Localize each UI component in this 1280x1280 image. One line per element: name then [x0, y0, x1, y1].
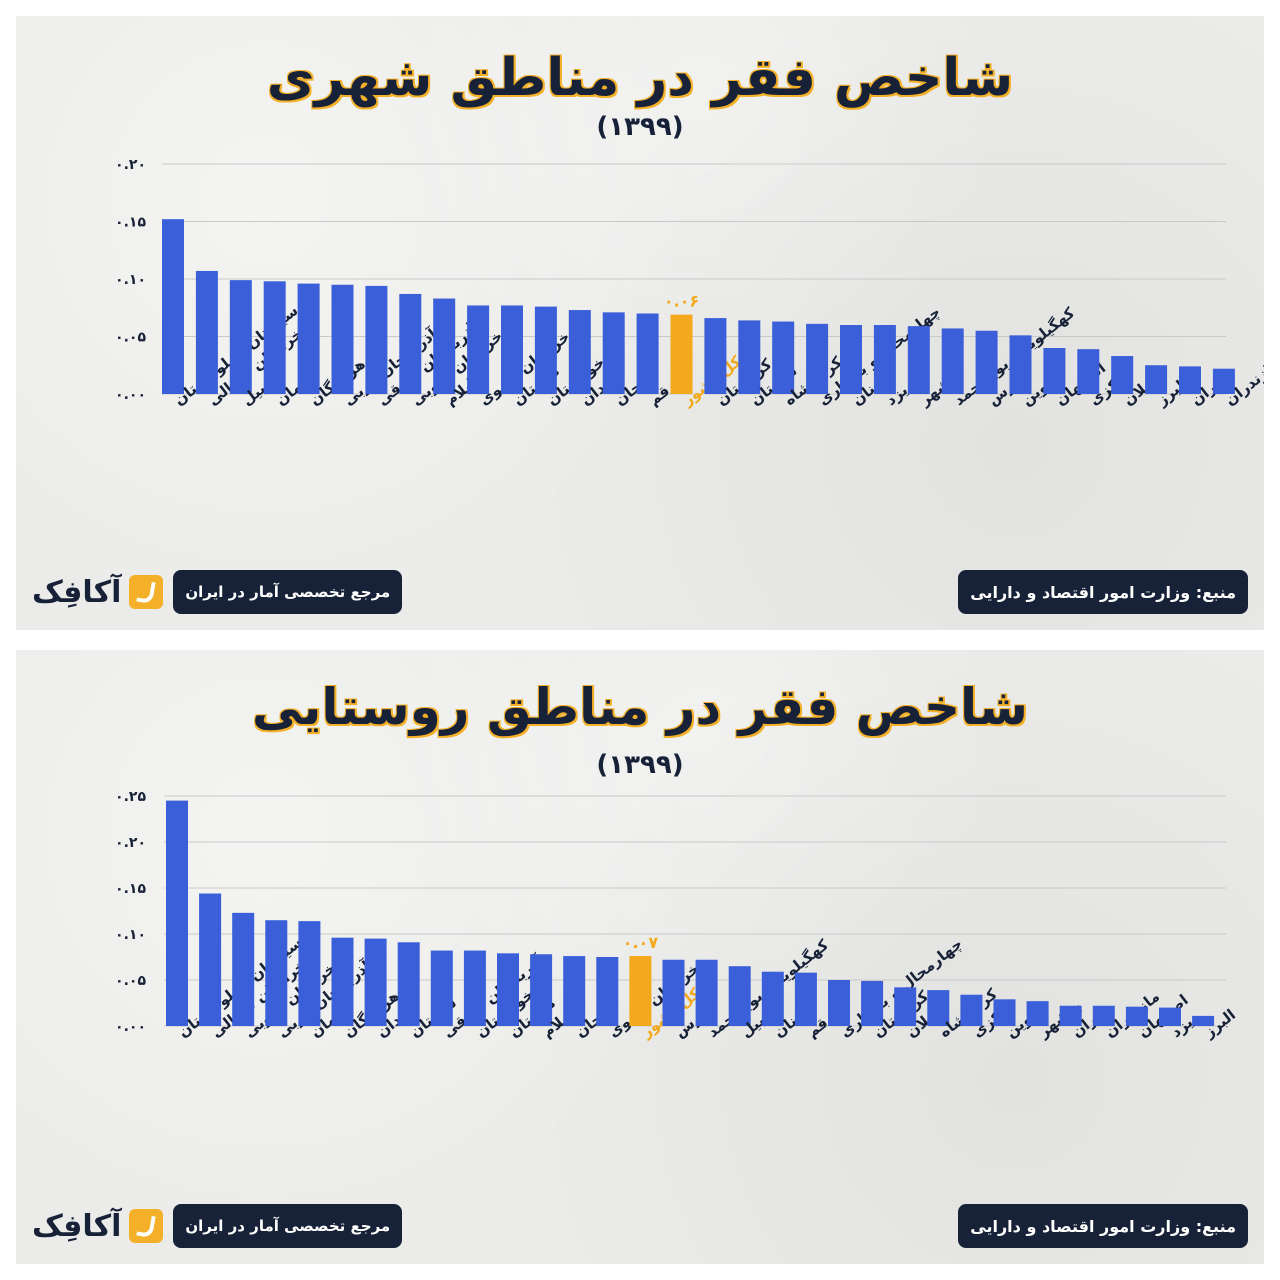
bar: [229, 280, 252, 394]
bar: [1111, 356, 1134, 394]
y-tick-label: ۰.۲۰: [115, 157, 146, 173]
urban-bar-chart: ۰.۰۰۰.۰۵۰.۱۰۰.۱۵۰.۲۰سیستان و بلوچستانخرا…: [115, 157, 1264, 410]
y-tick-label: ۰.۰۵: [115, 973, 146, 989]
bar: [704, 318, 727, 394]
brand-logo: آکافِک: [32, 574, 122, 610]
y-tick-label: ۰.۲۵: [115, 789, 146, 805]
y-tick-label: ۰.۱۵: [115, 881, 146, 897]
y-tick-label: ۰.۱۰: [115, 927, 146, 943]
bar: [695, 959, 718, 1026]
reference-badge: مرجع تخصصی آمار در ایران: [173, 570, 403, 614]
bar: [927, 990, 950, 1026]
bar: [399, 293, 422, 394]
bar: [738, 320, 761, 394]
brand-logo: آکافِک: [32, 1208, 122, 1244]
bar: [840, 325, 862, 394]
bar: [993, 999, 1016, 1026]
bar: [1179, 366, 1201, 394]
bar: [530, 954, 553, 1026]
brand-logo-icon: [129, 575, 164, 609]
bar: [1026, 1001, 1049, 1026]
bar: [806, 323, 829, 394]
bar: [166, 800, 188, 1026]
bar: [761, 971, 784, 1026]
bar: [636, 313, 659, 394]
bar: [975, 330, 998, 394]
bar: [602, 312, 625, 394]
source-badge: منبع: وزارت امور اقتصاد و دارایی: [958, 1204, 1248, 1248]
bar: [662, 959, 685, 1026]
chart-subtitle: (۱۳۹۹): [596, 750, 684, 780]
bar: [433, 298, 456, 394]
bar: [772, 321, 795, 394]
bar: [563, 956, 586, 1026]
y-tick-label: ۰.۱۵: [115, 215, 146, 231]
reference-badge: مرجع تخصصی آمار در ایران: [173, 1204, 403, 1248]
y-tick-label: ۰.۰۰: [115, 1019, 146, 1035]
x-tick-label: البرز: [1200, 1005, 1239, 1041]
bar: [1145, 365, 1168, 394]
bar: [861, 980, 884, 1026]
bar: [794, 972, 817, 1026]
bar: [960, 994, 983, 1026]
bar: [331, 937, 354, 1026]
bar: [828, 980, 850, 1026]
bar: [331, 284, 354, 394]
chart-title: شاخص فقر در مناطق روستایی: [252, 678, 1028, 736]
y-tick-label: ۰.۲۰: [115, 835, 146, 851]
y-tick-label: ۰.۱۰: [115, 272, 146, 288]
bar: [1125, 1006, 1148, 1026]
bar: [1159, 1007, 1181, 1026]
rural-bar-chart: ۰.۰۰۰.۰۵۰.۱۰۰.۱۵۰.۲۰۰.۲۵سیستان و بلوچستا…: [115, 789, 1239, 1042]
bar: [467, 305, 490, 394]
bar: [463, 950, 486, 1026]
data-label-highlight: ۰.۰۷: [623, 933, 659, 952]
bar: [1059, 1005, 1082, 1026]
brand-footer: آکافِک مرجع تخصصی آمار در ایران: [32, 1204, 403, 1248]
bar: [397, 942, 420, 1026]
chart-subtitle: (۱۳۹۹): [596, 112, 684, 142]
bar: [568, 310, 591, 394]
bar: [365, 285, 388, 394]
bar: [873, 325, 896, 394]
rural-poverty-chart-panel: شاخص فقر در مناطق روستایی (۱۳۹۹) ۰.۰۰ ۰.۰…: [16, 650, 1264, 1264]
bar: [199, 893, 222, 1026]
bar-highlight: [670, 314, 693, 394]
bar: [941, 328, 964, 394]
bar: [265, 920, 288, 1026]
urban-poverty-chart-panel: شاخص فقر در مناطق شهری (۱۳۹۹) ۰.۰۰ ۰.۰۵ ۰.…: [16, 16, 1264, 630]
y-tick-label: ۰.۰۵: [115, 330, 146, 346]
bar: [1192, 1015, 1215, 1026]
bar: [263, 281, 286, 394]
bar: [1077, 349, 1100, 394]
bar: [1043, 348, 1066, 394]
bar: [297, 283, 320, 394]
brand-logo-icon: [129, 1209, 164, 1243]
bar: [1009, 335, 1032, 394]
bar: [907, 326, 930, 394]
bar: [534, 306, 557, 394]
bar: [162, 219, 184, 394]
data-label-highlight: ۰.۰۶: [664, 292, 699, 311]
bar: [497, 953, 519, 1026]
bar: [728, 966, 751, 1026]
bar: [894, 987, 917, 1026]
bar: [364, 938, 387, 1026]
bar: [1092, 1005, 1115, 1026]
bar: [1212, 368, 1235, 394]
bar: [596, 957, 619, 1026]
y-tick-label: ۰.۰۰: [115, 387, 146, 403]
bar-highlight: [629, 956, 652, 1026]
chart-title: شاخص فقر در مناطق شهری: [266, 48, 1014, 108]
brand-footer: آکافِک مرجع تخصصی آمار در ایران: [32, 570, 403, 614]
bar: [195, 270, 218, 394]
bar: [430, 950, 453, 1026]
bar: [232, 912, 255, 1026]
bar: [501, 305, 523, 394]
bar: [298, 921, 321, 1026]
source-badge: منبع: وزارت امور اقتصاد و دارایی: [958, 570, 1248, 614]
